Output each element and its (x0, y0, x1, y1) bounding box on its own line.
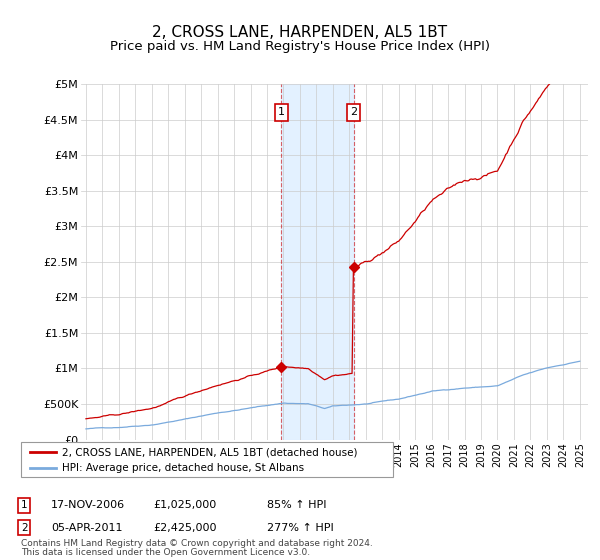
Text: Price paid vs. HM Land Registry's House Price Index (HPI): Price paid vs. HM Land Registry's House … (110, 40, 490, 53)
Text: £2,425,000: £2,425,000 (153, 522, 217, 533)
Text: 2: 2 (21, 522, 28, 533)
Text: 277% ↑ HPI: 277% ↑ HPI (267, 522, 334, 533)
Text: 85% ↑ HPI: 85% ↑ HPI (267, 500, 326, 510)
Text: 2: 2 (350, 108, 357, 118)
Text: 2, CROSS LANE, HARPENDEN, AL5 1BT (detached house): 2, CROSS LANE, HARPENDEN, AL5 1BT (detac… (62, 447, 358, 457)
Text: 1: 1 (278, 108, 285, 118)
Text: £1,025,000: £1,025,000 (153, 500, 216, 510)
Text: This data is licensed under the Open Government Licence v3.0.: This data is licensed under the Open Gov… (21, 548, 310, 557)
Text: 1: 1 (21, 500, 28, 510)
Text: Contains HM Land Registry data © Crown copyright and database right 2024.: Contains HM Land Registry data © Crown c… (21, 539, 373, 548)
Text: HPI: Average price, detached house, St Albans: HPI: Average price, detached house, St A… (62, 464, 304, 473)
Bar (281, 84, 353, 440)
FancyBboxPatch shape (21, 442, 393, 477)
Text: 05-APR-2011: 05-APR-2011 (51, 522, 122, 533)
Text: 17-NOV-2006: 17-NOV-2006 (51, 500, 125, 510)
Text: 2, CROSS LANE, HARPENDEN, AL5 1BT: 2, CROSS LANE, HARPENDEN, AL5 1BT (152, 25, 448, 40)
